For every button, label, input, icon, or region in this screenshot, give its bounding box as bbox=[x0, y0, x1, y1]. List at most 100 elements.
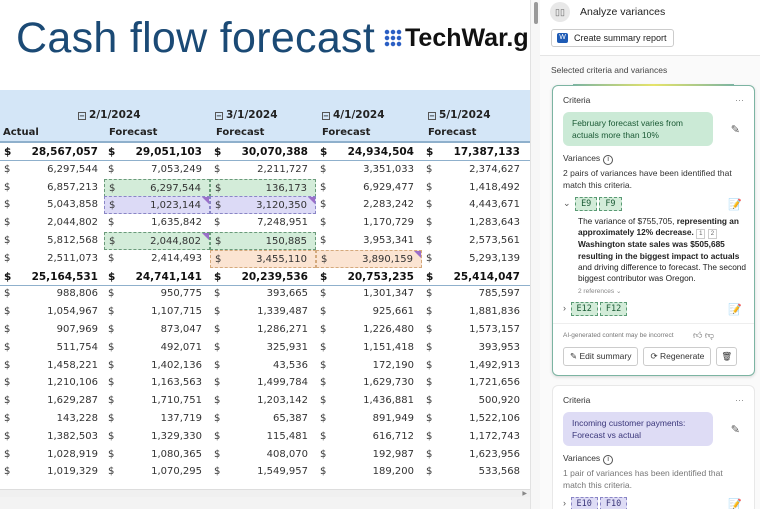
cell-tag[interactable]: E12 bbox=[570, 302, 598, 317]
chevron-right-icon[interactable]: › bbox=[563, 303, 566, 314]
table-cell[interactable]: $950,775 bbox=[104, 285, 210, 303]
insert-note-icon[interactable]: 📝 bbox=[728, 303, 742, 316]
highlighted-cell[interactable]: $1,023,144 bbox=[104, 196, 210, 215]
table-cell[interactable]: $393,953 bbox=[422, 339, 528, 357]
more-options-icon[interactable]: ··· bbox=[735, 95, 744, 105]
table-cell[interactable]: $1,382,503 bbox=[0, 428, 106, 446]
table-cell[interactable]: $1,573,157 bbox=[422, 321, 528, 339]
table-cell[interactable]: $1,172,743 bbox=[422, 428, 528, 446]
thumbs-up-icon[interactable]: 👍︎ bbox=[692, 330, 703, 341]
scroll-thumb[interactable] bbox=[534, 2, 538, 24]
table-cell[interactable]: $1,436,881 bbox=[316, 392, 422, 410]
highlighted-cell[interactable]: $150,885 bbox=[210, 232, 316, 250]
table-cell[interactable]: $3,351,033 bbox=[316, 161, 422, 179]
date-header[interactable]: −5/1/2024 bbox=[428, 109, 491, 121]
table-cell[interactable]: $25,164,531 bbox=[0, 268, 106, 286]
table-cell[interactable]: $5,043,858 bbox=[0, 196, 106, 214]
variance-pair[interactable]: › E12 F12 bbox=[563, 302, 628, 317]
table-cell[interactable]: $1,339,487 bbox=[210, 303, 316, 321]
reference-2[interactable]: 2 bbox=[707, 229, 718, 240]
table-cell[interactable]: $2,044,802 bbox=[0, 214, 106, 232]
table-cell[interactable]: $17,387,133 bbox=[422, 143, 528, 161]
scroll-right-icon[interactable]: ▶ bbox=[522, 490, 527, 497]
table-cell[interactable]: $1,629,730 bbox=[316, 374, 422, 392]
edit-criteria-icon[interactable]: ✎ bbox=[730, 123, 740, 136]
date-header[interactable]: −3/1/2024 bbox=[215, 109, 278, 121]
comment-marker-icon[interactable] bbox=[308, 197, 315, 205]
table-cell[interactable]: $1,080,365 bbox=[104, 446, 210, 464]
table-cell[interactable]: $907,969 bbox=[0, 321, 106, 339]
edit-summary-button[interactable]: ✎ Edit summary bbox=[563, 347, 639, 367]
comment-marker-icon[interactable] bbox=[202, 197, 209, 205]
table-cell[interactable]: $172,190 bbox=[316, 357, 422, 375]
comment-marker-icon[interactable] bbox=[202, 233, 209, 240]
table-cell[interactable]: $6,929,477 bbox=[316, 179, 422, 197]
thumbs-down-icon[interactable]: 👎︎ bbox=[704, 330, 714, 341]
table-cell[interactable]: $1,028,919 bbox=[0, 446, 106, 464]
table-cell[interactable]: $2,211,727 bbox=[210, 161, 316, 179]
table-cell[interactable]: $1,492,913 bbox=[422, 357, 528, 375]
table-cell[interactable]: $3,953,341 bbox=[316, 232, 422, 250]
references-toggle[interactable]: 2 references ⌄ bbox=[578, 288, 622, 296]
comment-marker-icon[interactable] bbox=[414, 250, 421, 258]
table-cell[interactable]: $1,881,836 bbox=[422, 303, 528, 321]
cell-tag[interactable]: E9 bbox=[575, 197, 598, 211]
table-cell[interactable]: $1,210,106 bbox=[0, 374, 106, 392]
table-cell[interactable]: $1,635,842 bbox=[104, 214, 210, 232]
table-cell[interactable]: $6,297,544 bbox=[0, 161, 106, 179]
more-options-icon[interactable]: ··· bbox=[735, 395, 744, 406]
table-cell[interactable]: $1,019,329 bbox=[0, 463, 106, 481]
horizontal-scrollbar[interactable]: ▶ bbox=[0, 489, 530, 497]
table-cell[interactable]: $2,374,627 bbox=[422, 161, 528, 179]
vertical-scrollbar[interactable] bbox=[530, 0, 540, 509]
table-cell[interactable]: $785,597 bbox=[422, 285, 528, 303]
table-cell[interactable]: $393,665 bbox=[210, 285, 316, 303]
table-cell[interactable]: $1,458,221 bbox=[0, 357, 106, 375]
highlighted-cell[interactable]: $3,890,159 bbox=[316, 249, 422, 268]
table-cell[interactable]: $492,071 bbox=[104, 339, 210, 357]
cell-tag[interactable]: F12 bbox=[599, 302, 628, 317]
table-cell[interactable]: $988,806 bbox=[0, 285, 106, 303]
table-cell[interactable]: $1,549,957 bbox=[210, 463, 316, 481]
table-cell[interactable]: $1,301,347 bbox=[316, 285, 422, 303]
table-cell[interactable]: $29,051,103 bbox=[104, 143, 210, 161]
table-cell[interactable]: $24,741,141 bbox=[104, 268, 210, 286]
info-icon[interactable]: i bbox=[603, 455, 614, 466]
table-cell[interactable]: $143,228 bbox=[0, 410, 106, 428]
table-cell[interactable]: $1,203,142 bbox=[210, 392, 316, 410]
table-cell[interactable]: $1,151,418 bbox=[316, 339, 422, 357]
collapse-icon[interactable]: − bbox=[78, 112, 86, 120]
table-cell[interactable]: $189,200 bbox=[316, 463, 422, 481]
table-cell[interactable]: $65,387 bbox=[210, 410, 316, 428]
collapse-icon[interactable]: − bbox=[428, 112, 436, 120]
insert-note-icon[interactable]: 📝 bbox=[728, 198, 742, 211]
table-cell[interactable]: $24,934,504 bbox=[316, 143, 422, 161]
table-cell[interactable]: $1,402,136 bbox=[104, 357, 210, 375]
chevron-right-icon[interactable]: › bbox=[563, 498, 566, 509]
cell-tag[interactable]: F10 bbox=[599, 497, 628, 509]
reference-1[interactable]: 1 bbox=[696, 229, 706, 240]
table-cell[interactable]: $1,721,656 bbox=[422, 374, 528, 392]
table-cell[interactable]: $43,536 bbox=[210, 357, 316, 375]
collapse-icon[interactable]: − bbox=[322, 112, 330, 120]
table-cell[interactable]: $30,070,388 bbox=[210, 143, 316, 161]
variance-pair[interactable]: › E10 F10 bbox=[563, 497, 628, 509]
info-icon[interactable]: i bbox=[603, 155, 614, 165]
table-cell[interactable]: $192,987 bbox=[316, 446, 422, 464]
insert-note-icon[interactable]: 📝 bbox=[728, 498, 742, 509]
table-cell[interactable]: $616,712 bbox=[316, 428, 422, 446]
collapse-icon[interactable]: − bbox=[215, 112, 223, 120]
delete-button[interactable]: 🗑︎ bbox=[716, 347, 738, 367]
table-cell[interactable]: $2,511,073 bbox=[0, 250, 106, 268]
table-cell[interactable]: $891,949 bbox=[316, 410, 422, 428]
table-cell[interactable]: $5,293,139 bbox=[422, 250, 528, 268]
table-cell[interactable]: $873,047 bbox=[104, 321, 210, 339]
table-cell[interactable]: $5,812,568 bbox=[0, 232, 106, 250]
table-cell[interactable]: $28,567,057 bbox=[0, 143, 106, 161]
table-cell[interactable]: $511,754 bbox=[0, 339, 106, 357]
table-cell[interactable]: $1,107,715 bbox=[104, 303, 210, 321]
highlighted-cell[interactable]: $3,455,110 bbox=[210, 249, 316, 268]
table-cell[interactable]: $1,226,480 bbox=[316, 321, 422, 339]
variance-pair[interactable]: ⌄ E9 F9 bbox=[563, 197, 622, 211]
highlighted-cell[interactable]: $6,297,544 bbox=[104, 178, 210, 197]
